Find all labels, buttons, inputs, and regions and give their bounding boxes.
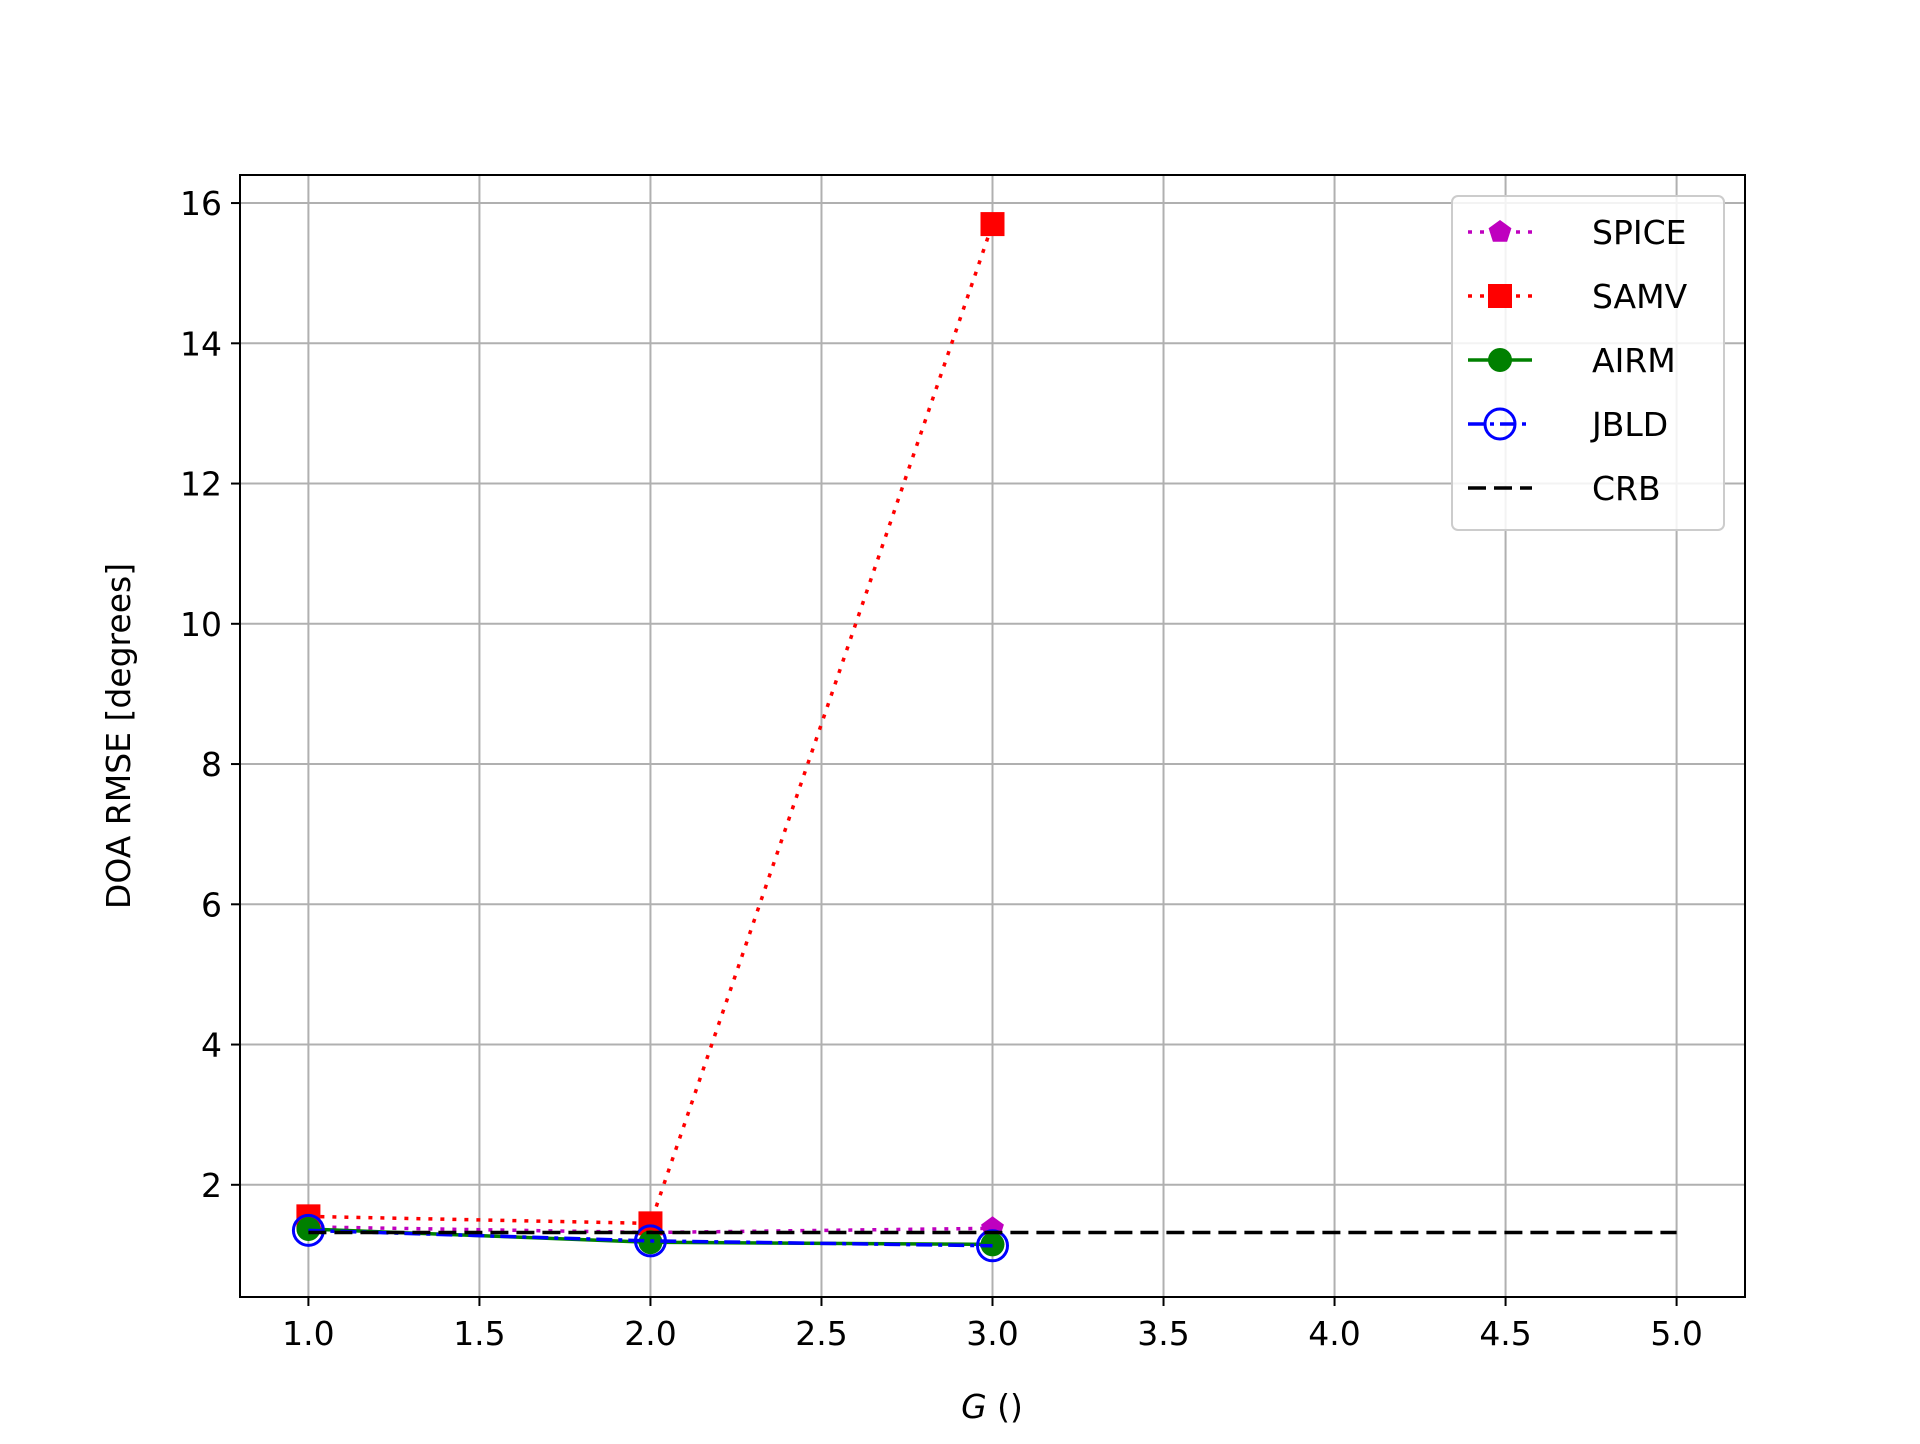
ticks: 1.0 1.5 2.0 2.5 3.0 3.5 4.0 4.5 5.0 2 4 6 8 10 12 14 16 (180, 184, 1703, 1353)
legend-label: AIRM (1592, 341, 1676, 380)
x-tick-label: 3.5 (1137, 1314, 1189, 1353)
x-tick-label: 1.0 (282, 1314, 334, 1353)
data-point-jbld (633, 1224, 667, 1258)
x-tick-label: 5.0 (1650, 1314, 1702, 1353)
legend-label: SAMV (1592, 277, 1688, 316)
x-axis-variable: G (961, 1387, 987, 1426)
x-axis-label: G () (961, 1387, 1023, 1426)
legend: SPICE SAMV AIRM JBLD CRB (1451, 195, 1725, 531)
series-jbld (291, 1213, 1009, 1263)
y-tick-label: 12 (180, 465, 222, 504)
x-tick-label: 2.5 (795, 1314, 847, 1353)
legend-marker (1488, 284, 1512, 308)
x-tick-label: 4.5 (1479, 1314, 1531, 1353)
x-tick-label: 3.0 (966, 1314, 1018, 1353)
x-axis-unit: () (987, 1387, 1023, 1426)
y-tick-label: 6 (201, 885, 222, 924)
data-point-airm (296, 1216, 321, 1241)
y-tick-label: 2 (201, 1166, 222, 1205)
legend-label: CRB (1592, 469, 1661, 508)
x-tick-label: 2.0 (624, 1314, 676, 1353)
series-line-jbld (308, 1228, 993, 1248)
x-tick-label: 1.5 (453, 1314, 505, 1353)
y-tick-label: 4 (201, 1026, 222, 1065)
legend-item-crb: CRB (1468, 469, 1661, 508)
y-tick-label: 14 (180, 324, 222, 363)
series-line-samv (308, 223, 995, 1226)
legend-marker (1483, 407, 1517, 441)
y-axis-label: DOA RMSE [degrees] (99, 563, 138, 909)
legend-marker (1488, 348, 1512, 372)
legend-item-airm: AIRM (1468, 341, 1676, 380)
legend-label: SPICE (1592, 213, 1686, 252)
y-tick-label: 10 (180, 605, 222, 644)
legend-item-samv: SAMV (1468, 277, 1688, 316)
legend-item-spice: SPICE (1468, 213, 1686, 252)
data-point-samv (980, 212, 1005, 237)
x-tick-label: 4.0 (1308, 1314, 1360, 1353)
y-tick-label: 8 (201, 745, 222, 784)
legend-box (1451, 195, 1725, 531)
legend-label: JBLD (1590, 405, 1668, 444)
legend-marker (1488, 220, 1512, 242)
y-tick-label: 16 (180, 184, 222, 223)
series-layer (291, 212, 1677, 1263)
legend-item-jbld: JBLD (1468, 405, 1668, 444)
data-point-jbld (291, 1213, 325, 1247)
